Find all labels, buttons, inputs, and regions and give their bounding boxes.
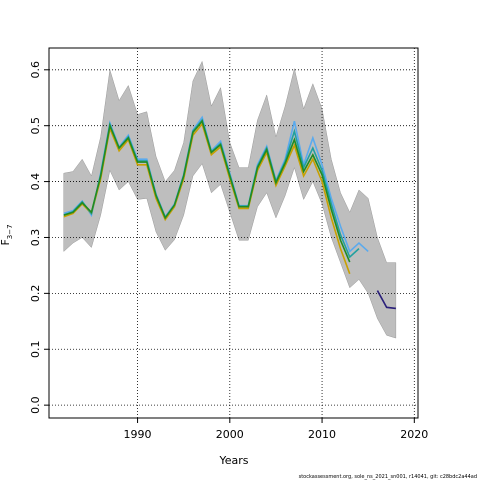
y-tick-label: 0.4: [29, 173, 42, 191]
y-tick-label: 0.5: [29, 117, 42, 134]
x-tick-label: 2000: [216, 428, 244, 441]
y-axis-label-main: F: [0, 239, 12, 245]
y-axis-label-sub: 3−7: [6, 224, 14, 239]
series-line: [63, 119, 351, 263]
y-tick-label: 0.6: [29, 61, 42, 79]
x-axis-label: Years: [218, 454, 248, 467]
x-tick-label: 1990: [124, 428, 152, 441]
y-tick-label: 0.1: [29, 341, 42, 359]
x-tick-label: 2010: [308, 428, 336, 441]
series-line: [376, 290, 396, 310]
y-tick-label: 0.3: [29, 229, 42, 247]
footnote: stockassessment.org, sole_ns_2021_sn001,…: [299, 474, 477, 480]
y-tick-label: 0.0: [29, 396, 42, 414]
y-tick-label: 0.2: [29, 285, 42, 303]
x-tick-label: 2020: [400, 428, 428, 441]
y-axis-label: F3−7: [0, 224, 14, 245]
plot-frame: [48, 47, 419, 419]
confidence-band: [63, 60, 397, 339]
